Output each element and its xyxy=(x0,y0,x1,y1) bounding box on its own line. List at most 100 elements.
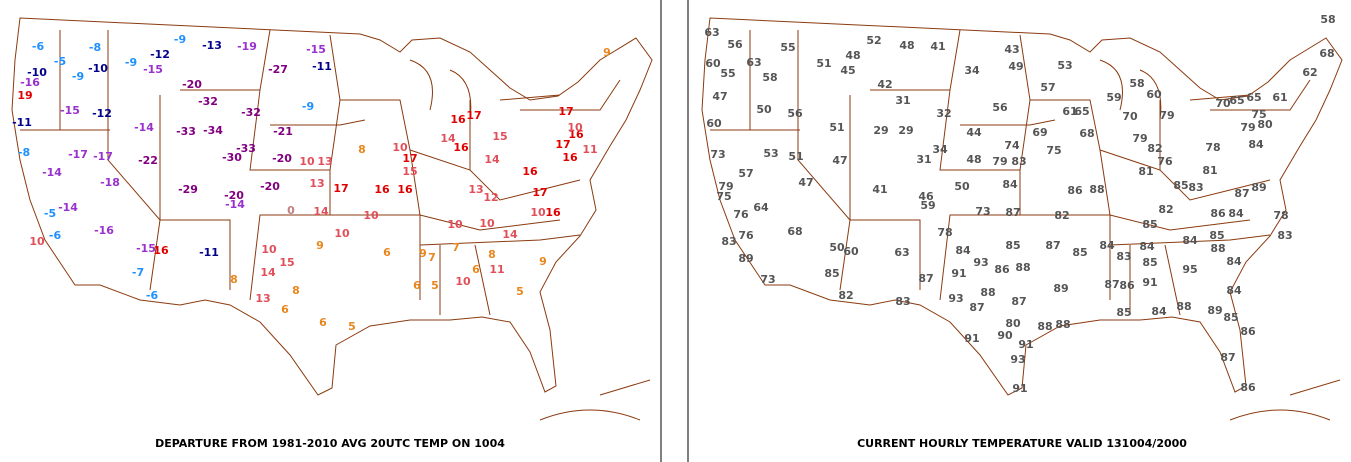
station-departure: 0 xyxy=(287,204,295,217)
station-temperature: 89 xyxy=(1251,181,1266,194)
station-temperature: 95 xyxy=(1182,263,1197,276)
station-temperature: 87 xyxy=(1005,206,1020,219)
station-temperature: 47 xyxy=(832,154,847,167)
station-temperature: 87 xyxy=(969,301,984,314)
station-temperature: 60 xyxy=(706,117,722,130)
station-temperature: 82 xyxy=(1054,209,1069,222)
station-departure: -19 xyxy=(237,40,257,53)
station-departure: 13 xyxy=(468,183,483,196)
station-departure: 5 xyxy=(516,285,524,298)
station-temperature: 87 xyxy=(1104,278,1119,291)
station-departure: -11 xyxy=(199,246,219,259)
station-temperature: 45 xyxy=(840,64,855,77)
station-temperature: 85 xyxy=(1142,256,1157,269)
station-departure: 5 xyxy=(348,320,356,333)
station-departure: -20 xyxy=(224,189,244,202)
station-departure: -5 xyxy=(54,55,66,68)
station-temperature: 58 xyxy=(1320,13,1335,26)
station-departure: 8 xyxy=(358,143,366,156)
station-departure: 17 xyxy=(532,186,547,199)
station-temperature: 32 xyxy=(936,107,951,120)
station-departure: -6 xyxy=(146,289,159,302)
station-departure: -11 xyxy=(312,60,332,73)
station-departure: -27 xyxy=(268,63,288,76)
station-temperature: 68 xyxy=(1079,127,1094,140)
station-departure: 16 xyxy=(568,128,584,141)
station-departure: -9 xyxy=(302,100,314,113)
station-temperature: 62 xyxy=(1302,66,1317,79)
station-temperature: 84 xyxy=(1226,255,1242,268)
station-temperature: 57 xyxy=(1040,81,1055,94)
station-departure: 6 xyxy=(281,303,289,316)
station-temperature: 88 xyxy=(1176,300,1191,313)
station-temperature: 84 xyxy=(1228,207,1244,220)
station-departure: -10 xyxy=(88,62,108,75)
station-temperature: 87 xyxy=(1220,351,1235,364)
station-temperature: 42 xyxy=(877,78,892,91)
station-temperature: 88 xyxy=(1210,242,1225,255)
station-temperature: 85 xyxy=(1209,229,1224,242)
station-temperature: 73 xyxy=(710,148,725,161)
station-temperature: 93 xyxy=(973,256,988,269)
station-departure: -12 xyxy=(92,107,112,120)
station-departure: 8 xyxy=(292,284,300,297)
station-temperature: 34 xyxy=(932,143,948,156)
station-departure: -14 xyxy=(58,201,78,214)
station-temperature: 61 xyxy=(1272,91,1287,104)
station-departure: -9 xyxy=(72,70,84,83)
station-departure: 6 xyxy=(319,316,327,329)
station-temperature: 80 xyxy=(1005,317,1021,330)
station-temperature: 85 xyxy=(1173,179,1188,192)
station-departure: -7 xyxy=(132,266,144,279)
station-departure: -15 xyxy=(306,43,326,56)
station-temperature: 91 xyxy=(951,267,966,280)
station-temperature: 50 xyxy=(954,180,970,193)
station-temperature: 47 xyxy=(798,176,813,189)
station-departure: 16 xyxy=(153,244,169,257)
station-temperature: 86 xyxy=(1067,184,1083,197)
station-departure: 10 xyxy=(299,155,315,168)
station-temperature: 75 xyxy=(716,190,731,203)
station-temperature: 53 xyxy=(763,147,778,160)
station-temperature: 83 xyxy=(1116,250,1131,263)
station-temperature: 89 xyxy=(738,252,753,265)
station-temperature: 84 xyxy=(1182,234,1198,247)
station-departure: 16 xyxy=(522,165,538,178)
station-temperature: 79 xyxy=(992,155,1007,168)
station-departure: 17 xyxy=(555,138,570,151)
station-temperature: 93 xyxy=(948,292,963,305)
station-departure: -14 xyxy=(42,166,62,179)
station-temperature: 85 xyxy=(1005,239,1020,252)
station-departure: 17 xyxy=(402,152,417,165)
station-temperature: 86 xyxy=(994,263,1010,276)
station-departure: 13 xyxy=(255,292,270,305)
station-departure: -32 xyxy=(241,106,261,119)
station-departure: -5 xyxy=(44,207,56,220)
station-departure: -18 xyxy=(100,176,120,189)
station-temperature: 83 xyxy=(721,235,736,248)
station-temperature: 80 xyxy=(1257,118,1273,131)
station-departure: 14 xyxy=(502,228,518,241)
station-temperature: 84 xyxy=(1226,284,1242,297)
station-temperature: 56 xyxy=(992,101,1008,114)
station-temperature: 55 xyxy=(720,67,735,80)
station-departure: 8 xyxy=(230,273,238,286)
station-temperature: 93 xyxy=(1010,353,1025,366)
station-departure: 16 xyxy=(562,151,578,164)
station-temperature: 59 xyxy=(1106,91,1121,104)
station-temperature: 31 xyxy=(916,153,931,166)
station-departure: 6 xyxy=(383,246,391,259)
station-departure: 9 xyxy=(316,239,324,252)
station-departure: 12 xyxy=(483,191,498,204)
station-temperature: 58 xyxy=(1129,77,1144,90)
station-departure: -15 xyxy=(136,242,156,255)
station-temperature: 43 xyxy=(1004,43,1019,56)
station-departure: 7 xyxy=(452,241,460,254)
station-departure: -33 xyxy=(236,142,256,155)
station-departure: 14 xyxy=(484,153,500,166)
station-temperature: 76 xyxy=(738,229,754,242)
station-departure: -22 xyxy=(138,154,158,167)
station-temperature: 61 xyxy=(1062,105,1077,118)
station-temperature: 86 xyxy=(1119,279,1135,292)
